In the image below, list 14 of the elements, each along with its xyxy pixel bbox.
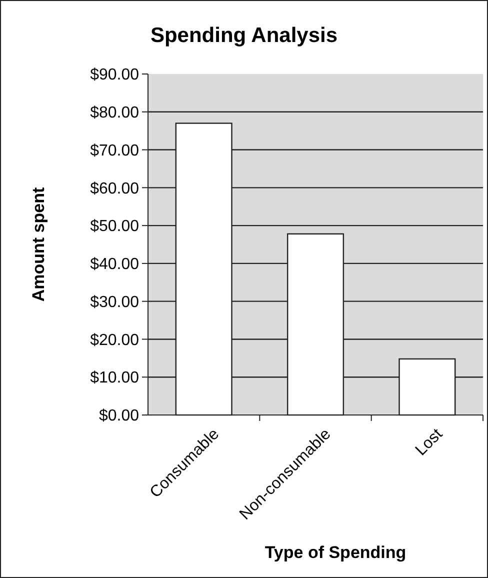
x-tick-label: Lost [412, 425, 446, 460]
y-tick-label: $60.00 [90, 180, 140, 198]
y-tick-label: $50.00 [90, 218, 140, 236]
x-axis-title: Type of Spending [264, 543, 406, 562]
y-tick-label: $0.00 [98, 408, 140, 425]
y-tick-label: $10.00 [90, 370, 140, 387]
y-tick-label: $80.00 [90, 104, 140, 122]
y-tick-label: $70.00 [90, 142, 140, 160]
y-tick-label: $40.00 [90, 256, 140, 274]
y-tick-label: $30.00 [90, 294, 140, 311]
chart-title: Spending Analysis [150, 24, 338, 47]
y-axis-title: Amount spent [29, 187, 48, 302]
y-tick-label: $90.00 [90, 66, 140, 84]
y-tick-label: $20.00 [90, 332, 140, 349]
